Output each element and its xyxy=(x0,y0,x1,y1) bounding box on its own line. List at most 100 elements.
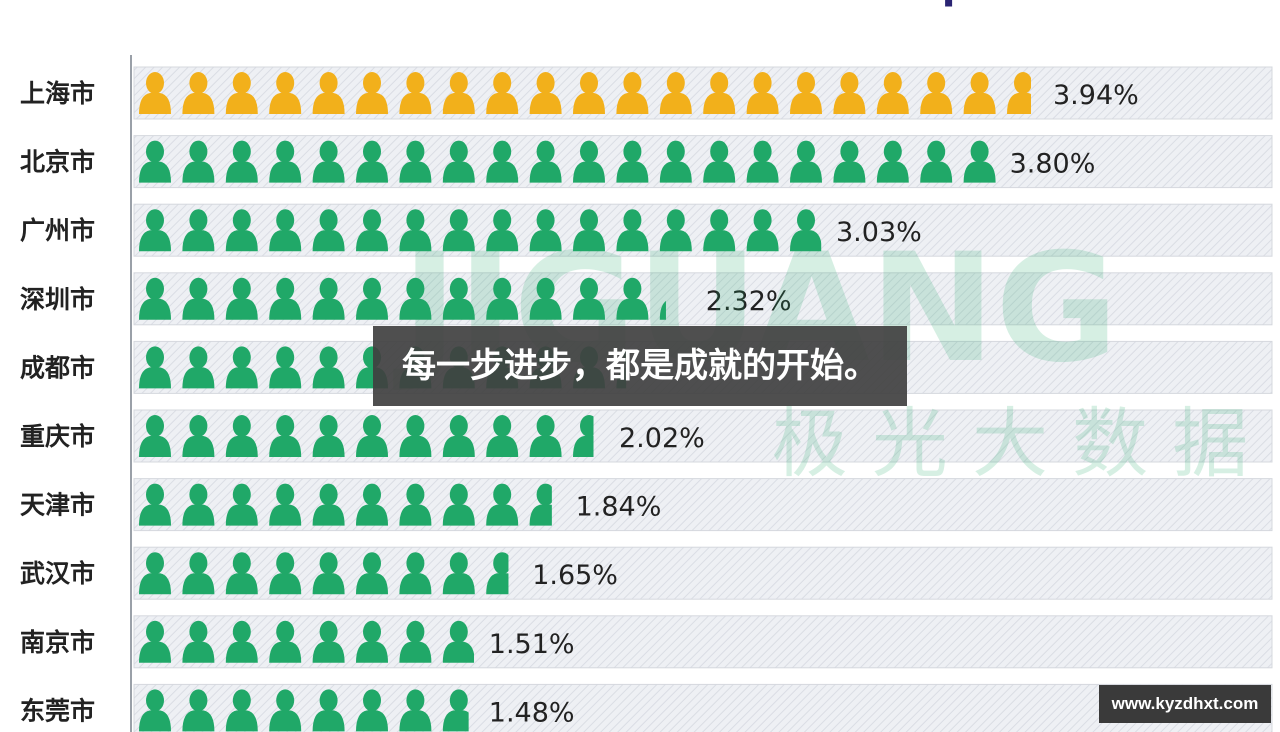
person-icon xyxy=(529,483,552,526)
person-icon xyxy=(529,415,562,457)
person-icon xyxy=(356,209,388,252)
value-label: 3.94% xyxy=(1053,80,1139,111)
person-icon xyxy=(703,140,736,183)
person-icon xyxy=(529,140,562,183)
person-icon xyxy=(269,346,302,389)
person-icon xyxy=(442,552,475,595)
person-icon xyxy=(703,209,736,252)
person-icon xyxy=(139,140,171,183)
person-icon xyxy=(399,552,432,595)
person-icon xyxy=(876,72,909,114)
category-label: 重庆市 xyxy=(20,422,95,451)
person-icon xyxy=(486,415,519,457)
person-icon xyxy=(139,277,171,320)
person-icon xyxy=(920,140,953,183)
chart-row: 重庆市 2.02% xyxy=(20,409,1273,463)
person-icon xyxy=(529,209,562,252)
person-icon xyxy=(139,346,171,389)
category-label: 天津市 xyxy=(20,491,95,520)
person-icon xyxy=(442,620,475,663)
value-label: 1.48% xyxy=(489,697,575,728)
person-icon xyxy=(573,209,605,252)
chart-row: 东莞市 1.48% xyxy=(20,683,1273,732)
person-icon xyxy=(659,140,692,183)
person-icon xyxy=(963,72,996,114)
category-label: 南京市 xyxy=(20,628,95,657)
value-label: 1.65% xyxy=(532,560,618,591)
person-icon xyxy=(356,483,388,526)
person-icon xyxy=(529,277,562,320)
chart-row: 上海市 3.94% xyxy=(20,66,1273,120)
value-label: 3.80% xyxy=(1010,149,1096,180)
person-icon xyxy=(659,209,692,252)
person-icon xyxy=(616,277,649,320)
person-icon xyxy=(356,140,388,183)
person-icon xyxy=(225,72,258,114)
person-icon xyxy=(573,140,605,183)
person-icon xyxy=(833,140,866,183)
value-label: 1.84% xyxy=(576,492,662,523)
person-icon xyxy=(269,483,302,526)
person-icon xyxy=(139,689,171,732)
person-icon xyxy=(182,140,215,183)
value-label: 3.03% xyxy=(836,217,922,248)
person-icon xyxy=(963,140,996,183)
person-icon xyxy=(312,277,345,320)
person-icon xyxy=(399,140,432,183)
person-icon xyxy=(876,140,909,183)
person-icon xyxy=(182,277,215,320)
site-url-badge: www.kyzdhxt.com xyxy=(1099,685,1271,723)
person-icon xyxy=(833,72,866,114)
category-label: 上海市 xyxy=(20,79,95,108)
person-icon xyxy=(269,72,302,114)
person-icon xyxy=(225,552,258,595)
person-icon xyxy=(790,140,822,183)
person-icon xyxy=(356,552,388,595)
person-icon xyxy=(225,209,258,252)
person-icon xyxy=(790,72,822,114)
person-icon xyxy=(182,209,215,252)
person-icon xyxy=(746,209,779,252)
chart-row: 武汉市 1.65% xyxy=(20,546,1273,600)
person-icon xyxy=(442,209,475,252)
person-icon xyxy=(616,140,649,183)
person-icon xyxy=(139,552,171,595)
person-icon xyxy=(182,552,215,595)
person-icon xyxy=(573,277,605,320)
caption-banner: 每一步进步，都是成就的开始。 xyxy=(373,326,907,406)
person-icon xyxy=(746,72,779,114)
chart-row: 南京市 1.51% xyxy=(20,615,1273,669)
person-icon xyxy=(356,72,388,114)
person-icon xyxy=(269,552,302,595)
person-icon xyxy=(703,72,736,114)
person-icon xyxy=(139,72,171,114)
chart-row: 北京市 3.80% xyxy=(20,135,1273,189)
person-icon xyxy=(659,300,666,320)
chart-row: 广州市 3.03% xyxy=(20,203,1273,257)
value-label: 2.02% xyxy=(619,423,705,454)
person-icon xyxy=(399,415,432,457)
person-icon xyxy=(616,72,649,114)
person-icon xyxy=(746,140,779,183)
person-icon xyxy=(269,277,302,320)
person-icon xyxy=(399,72,432,114)
person-icon xyxy=(442,483,475,526)
person-icon xyxy=(920,72,953,114)
chart-row: 深圳市 2.32% xyxy=(20,272,1273,326)
person-icon xyxy=(225,140,258,183)
person-icon xyxy=(312,72,345,114)
category-label: 深圳市 xyxy=(20,285,95,314)
person-icon xyxy=(442,140,475,183)
person-icon xyxy=(356,689,388,732)
person-icon xyxy=(312,689,345,732)
category-label: 成都市 xyxy=(20,353,95,382)
person-icon xyxy=(616,209,649,252)
person-icon xyxy=(312,140,345,183)
person-icon xyxy=(442,277,475,320)
person-icon xyxy=(182,689,215,732)
person-icon xyxy=(269,140,302,183)
person-icon xyxy=(182,346,215,389)
person-icon xyxy=(182,483,215,526)
person-icon xyxy=(225,689,258,732)
